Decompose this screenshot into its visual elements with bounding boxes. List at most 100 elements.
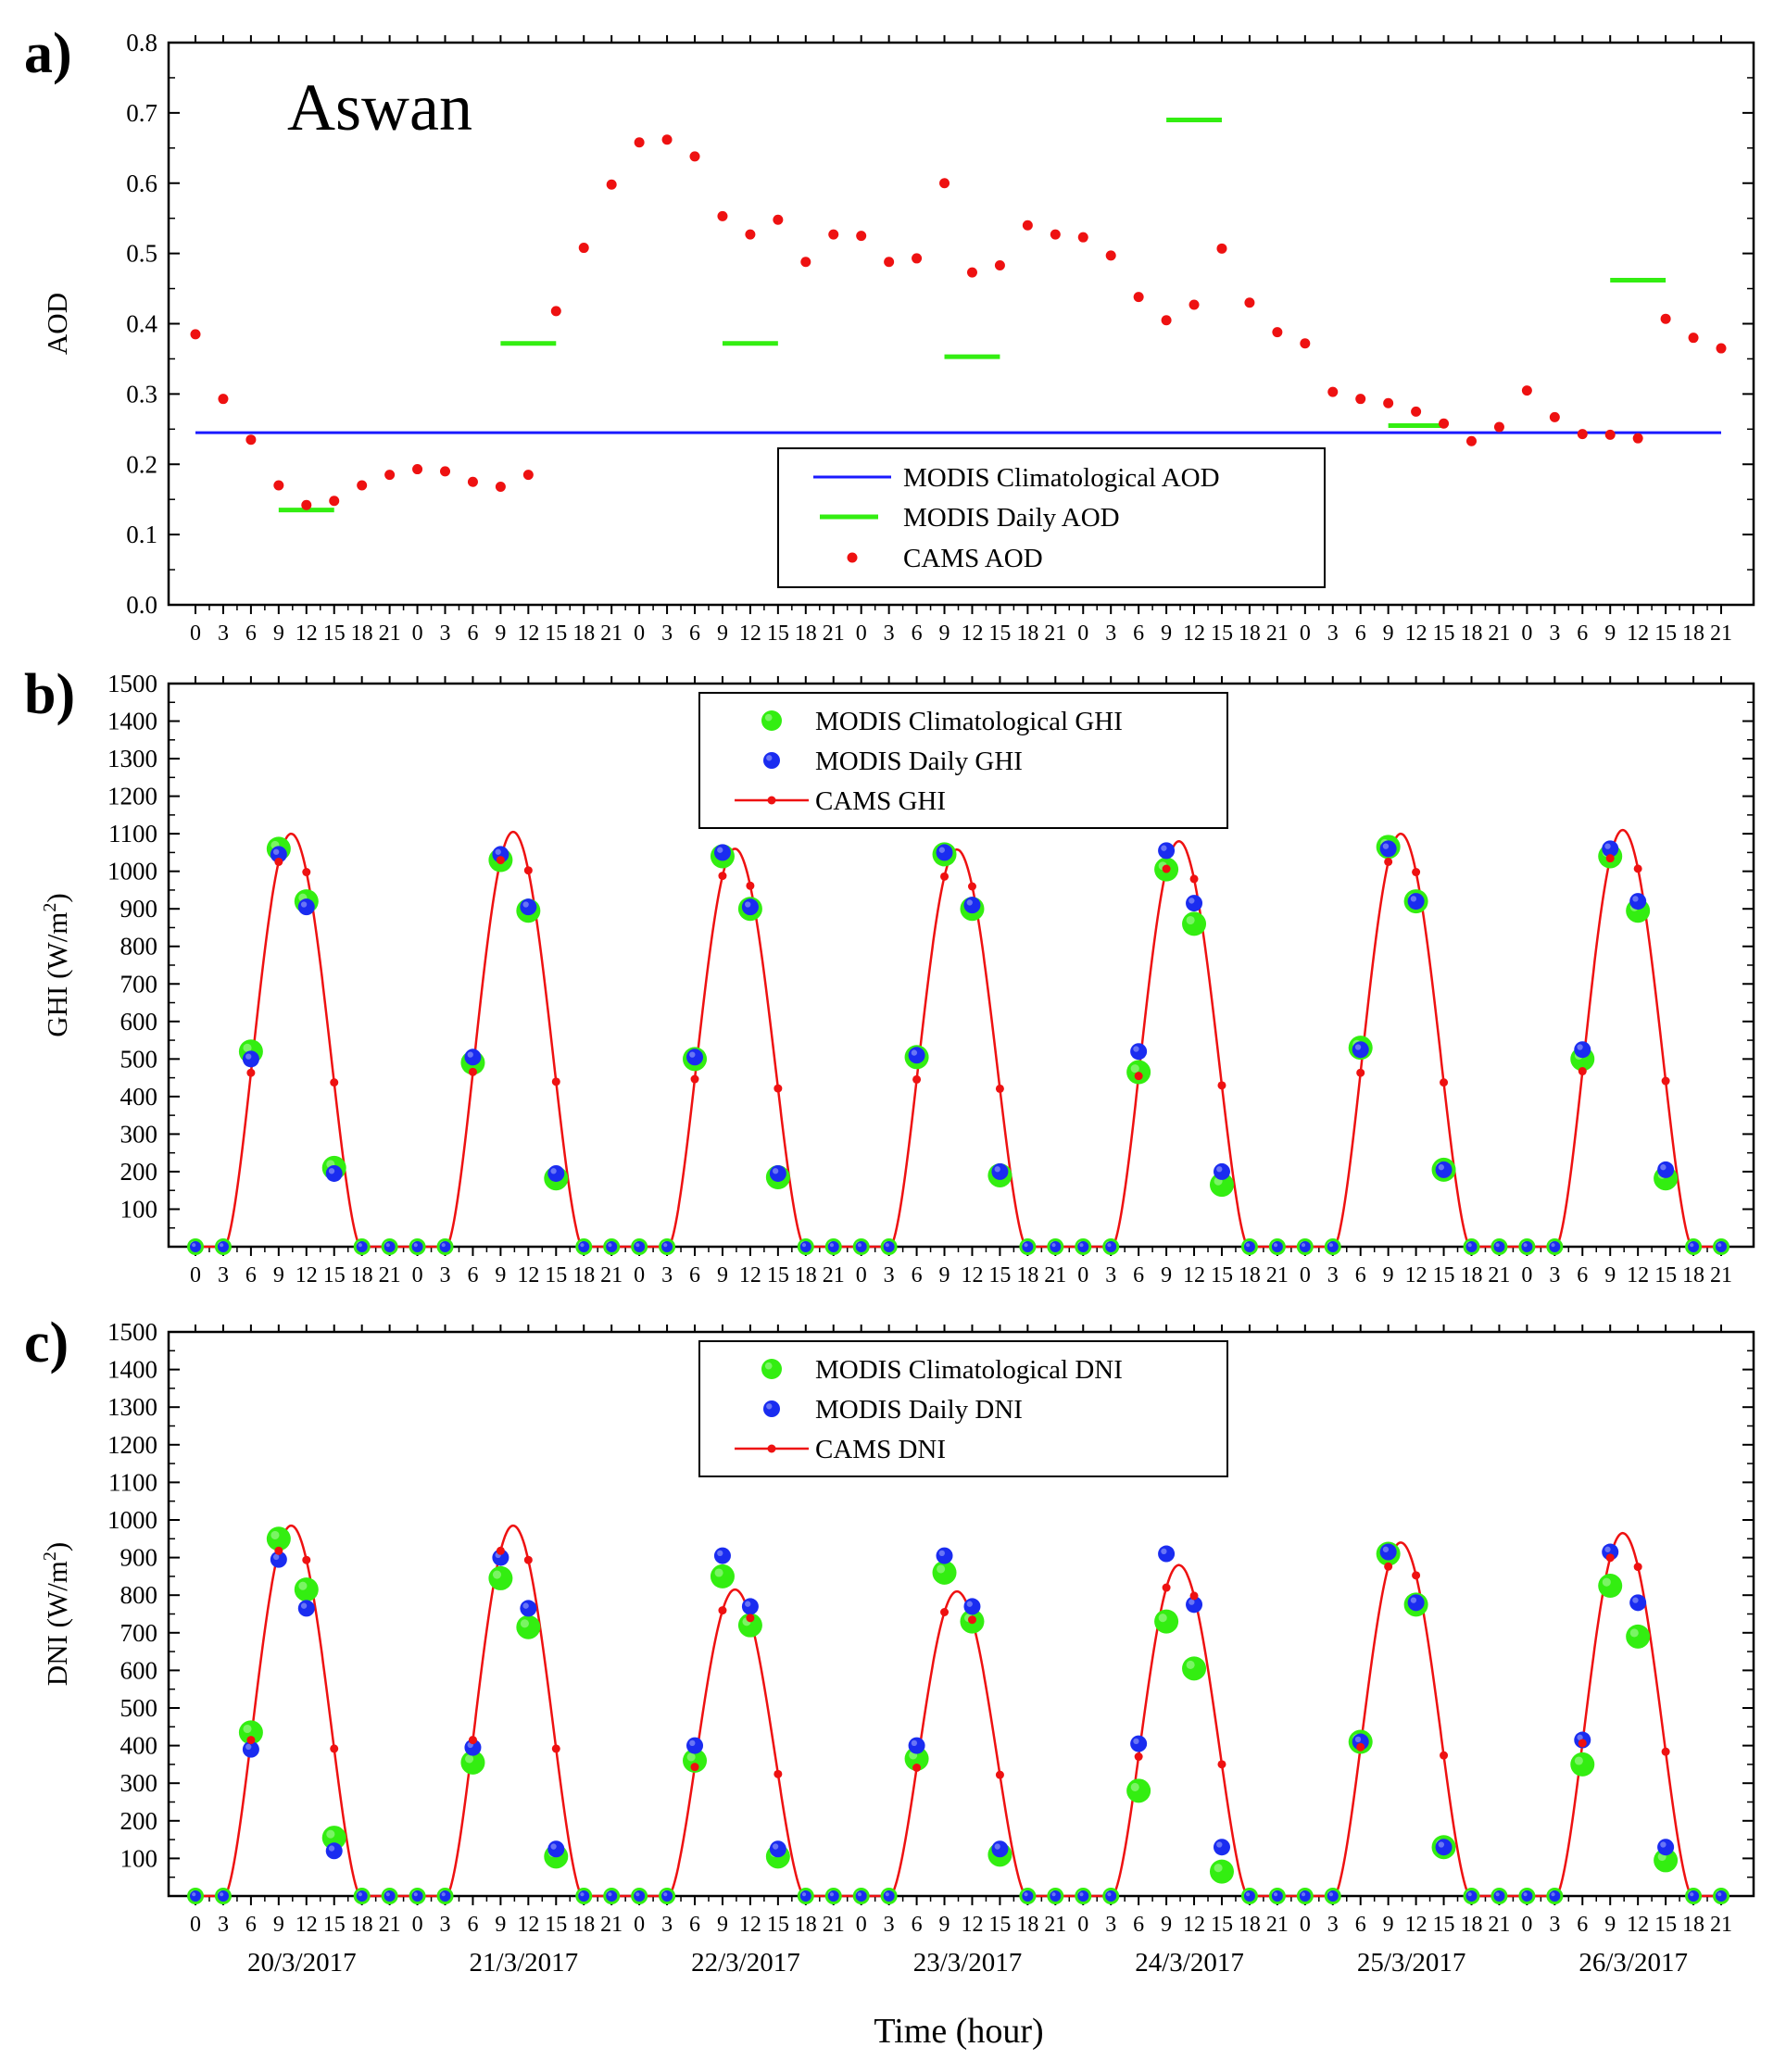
daily-point [827, 1890, 839, 1902]
cams-point [940, 872, 950, 881]
x-tick-label: 9 [939, 1263, 950, 1287]
cams-aod-point [1493, 421, 1504, 433]
daily-point [1022, 1890, 1034, 1902]
x-tick-label: 12 [961, 1913, 983, 1937]
daily-point [1435, 1161, 1453, 1178]
y-tick-label: 1400 [107, 708, 157, 735]
climatological-point-highlight [937, 1564, 946, 1574]
daily-point [883, 1241, 895, 1252]
cams-aod-point [1244, 297, 1255, 308]
y-tick-label: 1100 [108, 820, 157, 848]
cams-aod-point [1632, 433, 1643, 444]
cams-point [246, 1068, 256, 1077]
daily-point-highlight [1577, 1044, 1583, 1050]
daily-point-highlight [1551, 1892, 1555, 1897]
daily-point [1077, 1890, 1089, 1902]
date-label: 23/3/2017 [913, 1948, 1023, 1978]
daily-point-highlight [966, 899, 973, 906]
date-axis: 20/3/2017 21/3/2017 22/3/2017 23/3/2017 24/3… [247, 1948, 1688, 2051]
x-tick-label: 3 [661, 1263, 673, 1287]
daily-point-highlight [1216, 1166, 1223, 1173]
daily-point [1022, 1241, 1034, 1252]
x-tick-label: 18 [351, 622, 373, 646]
daily-point [686, 1737, 704, 1754]
y-tick-label: 1300 [107, 745, 157, 772]
cams-point [274, 857, 283, 866]
y-tick-label: 0.6 [126, 170, 157, 197]
x-tick-label: 9 [495, 1913, 506, 1937]
cams-aod-point [1050, 229, 1061, 240]
cams-aod-point [522, 470, 534, 481]
daily-point-highlight [441, 1892, 446, 1897]
x-tick-label: 15 [323, 622, 346, 646]
daily-point [1657, 1161, 1675, 1178]
cams-aod-point [856, 231, 867, 242]
daily-point-highlight [663, 1243, 668, 1248]
x-tick-label: 9 [1383, 1913, 1394, 1937]
y-tick-label: 0.3 [126, 380, 157, 408]
cams-aod-point [966, 267, 977, 278]
daily-point-highlight [717, 847, 723, 853]
climatological-point-highlight [1574, 1756, 1583, 1765]
x-tick-label: 15 [988, 1263, 1011, 1287]
daily-point [578, 1241, 590, 1252]
daily-point [1629, 893, 1647, 910]
daily-point [661, 1241, 673, 1252]
daily-point-highlight [1024, 1892, 1028, 1897]
x-tick-label: 18 [1682, 1913, 1704, 1937]
x-tick-label: 6 [1577, 1913, 1588, 1937]
cams-aod-point [1355, 394, 1366, 405]
x-tick-label: 18 [1682, 1263, 1704, 1287]
daily-point [520, 898, 537, 916]
daily-point-highlight [885, 1892, 889, 1897]
y-tick-label: 400 [120, 1732, 158, 1760]
cams-aod-point [329, 496, 340, 507]
x-tick-label: 12 [1627, 1263, 1649, 1287]
x-tick-label: 18 [1239, 1913, 1261, 1937]
x-tick-label: 12 [296, 1913, 318, 1937]
x-tick-label: 9 [1604, 1913, 1616, 1937]
daily-point [1435, 1839, 1453, 1856]
x-tick-label: 6 [689, 1263, 700, 1287]
cams-aod-point [1549, 411, 1560, 422]
daily-point [356, 1890, 368, 1902]
daily-point-highlight [1079, 1243, 1084, 1248]
daily-point [634, 1241, 646, 1252]
x-tick-label: 18 [1239, 622, 1261, 646]
cams-point [1162, 1583, 1171, 1592]
cams-aod-point [828, 229, 839, 240]
daily-point [908, 1047, 925, 1064]
x-tick-label: 12 [517, 622, 539, 646]
daily-point [799, 1890, 811, 1902]
daily-point [384, 1890, 396, 1902]
x-tick-label: 12 [1405, 1913, 1428, 1937]
x-tick-label: 0 [1077, 1913, 1088, 1937]
x-tick-label: 6 [912, 1913, 923, 1937]
legend-climatological-swatch-highlight [764, 713, 773, 722]
cams-aod-point [689, 151, 700, 162]
cams-point [774, 1084, 783, 1093]
y-tick-label: 0.8 [126, 29, 157, 57]
x-tick-label: 9 [717, 1913, 728, 1937]
daily-point-highlight [1604, 843, 1611, 849]
daily-point-highlight [300, 1602, 308, 1609]
x-tick-label: 15 [323, 1913, 346, 1937]
y-tick-label: 1200 [107, 783, 157, 810]
daily-point [1521, 1890, 1533, 1902]
x-tick-label: 0 [856, 1913, 867, 1937]
x-tick-label: 21 [1266, 1263, 1289, 1287]
cams-aod-point [1716, 343, 1727, 354]
x-tick-label: 6 [245, 1263, 257, 1287]
x-tick-label: 12 [1405, 622, 1428, 646]
cams-point [1440, 1751, 1449, 1760]
x-tick-label: 18 [572, 1913, 595, 1937]
climatological-point-highlight [326, 1829, 335, 1839]
y-tick-label: 200 [120, 1807, 158, 1835]
x-tick-label: 18 [1016, 1263, 1038, 1287]
daily-point-highlight [1690, 1243, 1694, 1248]
daily-point [855, 1890, 867, 1902]
cams-point [1440, 1078, 1449, 1087]
y-tick-label: 700 [120, 970, 158, 998]
x-tick-label: 15 [1211, 1913, 1233, 1937]
climatological-point [710, 1563, 735, 1589]
